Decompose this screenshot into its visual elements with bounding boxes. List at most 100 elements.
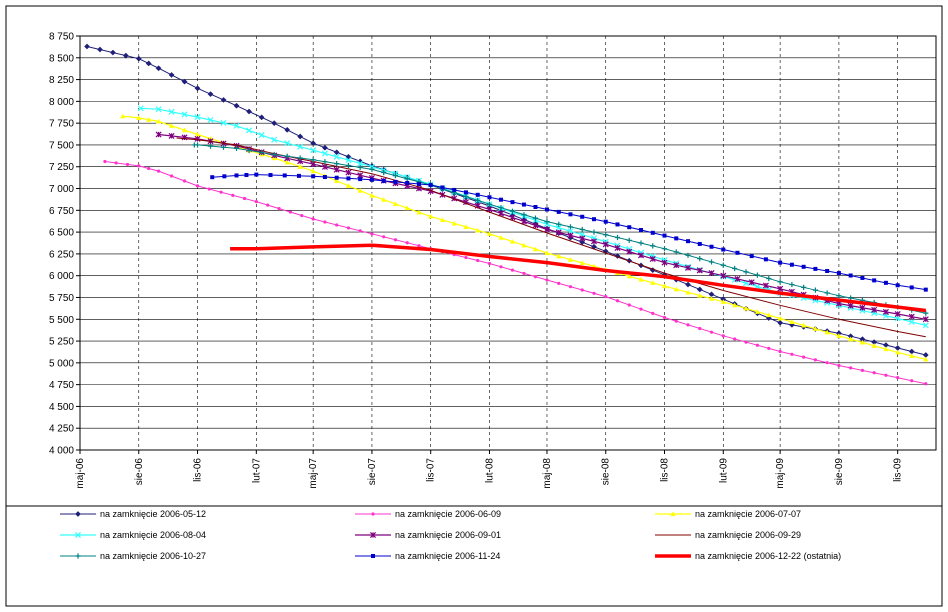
series-point: [673, 262, 680, 269]
series-point: [207, 143, 214, 149]
y-tick-label: 5 750: [49, 293, 74, 304]
series-point: [233, 122, 240, 129]
series-point: [509, 238, 516, 244]
series-point: [924, 382, 928, 386]
series-point: [284, 126, 291, 133]
series-point: [463, 190, 468, 195]
series-point: [883, 280, 888, 285]
series-point: [836, 271, 841, 276]
series-point: [922, 316, 929, 323]
series-point: [788, 321, 795, 328]
series-point: [416, 181, 421, 186]
series-point: [345, 169, 352, 176]
series-point: [709, 244, 714, 249]
series-point: [487, 195, 492, 200]
series-point: [908, 313, 915, 320]
series-point: [895, 349, 901, 355]
series-point: [732, 265, 738, 272]
legend-entry-5: na zamknięcie 2006-09-01: [355, 530, 501, 540]
series-point: [369, 166, 375, 172]
series-point: [696, 286, 703, 293]
series-point: [440, 185, 445, 190]
series-point: [310, 157, 316, 163]
x-tick-label: sie-06: [134, 458, 145, 486]
series-point: [520, 218, 527, 225]
series-point: [685, 281, 691, 288]
series-point: [417, 244, 421, 248]
series-point: [509, 208, 516, 214]
series-point: [345, 157, 352, 164]
legend-entry-2: na zamknięcie 2006-06-09: [355, 509, 501, 519]
series-point: [579, 235, 586, 242]
series-point: [909, 353, 915, 358]
series-point: [754, 309, 760, 314]
y-tick-label: 7 500: [49, 140, 74, 151]
series-point: [543, 226, 550, 233]
series-point: [194, 114, 201, 121]
series-point: [451, 220, 457, 226]
series-point: [698, 326, 702, 331]
series-point: [97, 46, 103, 53]
series-point: [812, 326, 818, 331]
series-point: [896, 376, 900, 380]
series-point: [674, 319, 678, 323]
series-3: [120, 113, 929, 362]
series-point: [732, 302, 738, 308]
legend-entry-1: na zamknięcie 2006-05-12: [60, 509, 206, 519]
series-point: [614, 253, 621, 259]
series-point: [825, 268, 830, 273]
series-point: [848, 295, 854, 301]
series-point: [428, 183, 433, 188]
series-point: [233, 145, 240, 152]
series-point: [114, 161, 118, 165]
y-tick-label: 6 750: [49, 206, 74, 217]
series-point: [720, 272, 727, 279]
series-point: [521, 242, 527, 248]
series-point: [120, 113, 126, 119]
legend-marker: [670, 511, 676, 517]
series-point: [345, 183, 352, 188]
series-point: [194, 85, 201, 92]
series-point: [297, 143, 304, 150]
series-point: [848, 273, 853, 278]
series-point: [748, 279, 755, 286]
series-point: [673, 249, 679, 255]
series-point: [639, 307, 643, 311]
x-tick-label: lut-08: [484, 458, 495, 483]
series-point: [475, 227, 481, 233]
series-point: [498, 235, 504, 240]
series-point: [556, 253, 562, 259]
series-point: [357, 172, 364, 179]
series-point: [686, 239, 691, 244]
series-point: [650, 280, 656, 285]
series-point: [801, 322, 807, 328]
legend-marker: [371, 512, 375, 516]
series-point: [182, 179, 187, 183]
series-point: [220, 144, 227, 150]
series-point: [335, 223, 339, 227]
series-point: [246, 108, 253, 115]
series-point: [579, 226, 585, 233]
series-point: [735, 250, 740, 255]
series-point: [555, 229, 562, 236]
series-point: [789, 281, 795, 288]
series-point: [871, 343, 877, 348]
series-point: [766, 275, 772, 282]
series-point: [486, 231, 493, 236]
series-point: [603, 219, 608, 224]
series-point: [381, 197, 387, 202]
series-point: [475, 197, 481, 203]
series-point: [155, 65, 162, 72]
series-point: [210, 175, 215, 180]
series-point: [627, 303, 631, 307]
series-point: [246, 127, 253, 134]
legend-marker: [75, 511, 81, 517]
series-point: [763, 257, 768, 262]
series-point: [532, 222, 539, 229]
series-point: [297, 164, 303, 169]
series-point: [405, 241, 409, 245]
legend-entry-8: na zamknięcie 2006-11-24: [355, 551, 500, 561]
series-point: [381, 178, 386, 183]
series-point: [357, 188, 363, 193]
